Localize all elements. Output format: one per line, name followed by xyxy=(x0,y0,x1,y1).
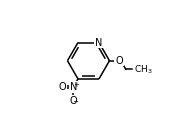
Text: −: − xyxy=(73,99,79,105)
Text: N: N xyxy=(95,38,103,47)
Text: +: + xyxy=(73,82,79,88)
Text: CH$_3$: CH$_3$ xyxy=(134,63,153,76)
Text: O: O xyxy=(115,56,123,66)
Text: O: O xyxy=(69,95,77,106)
Text: O: O xyxy=(59,82,66,92)
Text: N: N xyxy=(69,82,77,92)
